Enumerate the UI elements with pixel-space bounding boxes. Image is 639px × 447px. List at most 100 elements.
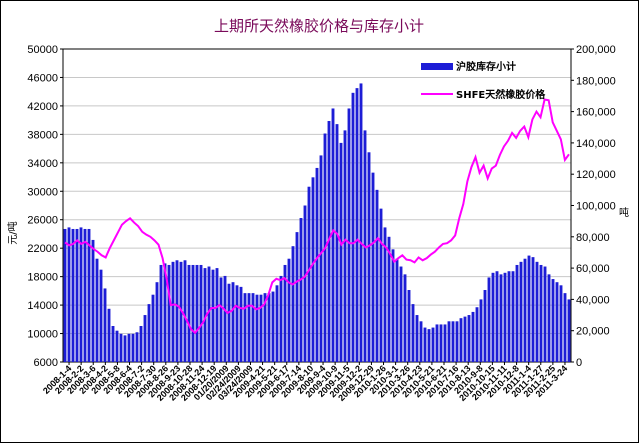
inventory-bar <box>375 189 379 362</box>
inventory-bar <box>567 299 571 362</box>
inventory-bar <box>351 92 355 362</box>
inventory-bar <box>247 293 251 362</box>
inventory-bar <box>559 285 563 362</box>
inventory-bar <box>287 258 291 362</box>
inventory-bar <box>183 260 187 362</box>
inventory-bar <box>487 277 491 362</box>
left-tick-label: 34000 <box>27 158 58 170</box>
inventory-bar <box>119 333 123 362</box>
inventory-bar <box>95 258 99 362</box>
inventory-bar <box>387 236 391 362</box>
inventory-bar <box>299 218 303 362</box>
inventory-bar <box>343 130 347 362</box>
inventory-bar <box>279 275 283 362</box>
inventory-bar <box>563 293 567 362</box>
inventory-bar <box>155 282 159 362</box>
inventory-bar <box>187 264 191 362</box>
inventory-bar <box>99 269 103 362</box>
inventory-bar <box>391 249 395 362</box>
inventory-bar <box>171 261 175 362</box>
inventory-bar <box>271 291 275 362</box>
inventory-bar <box>535 261 539 362</box>
inventory-bar <box>251 293 255 362</box>
legend-swatch-inventory <box>421 63 453 70</box>
inventory-bar <box>347 108 351 362</box>
inventory-bar <box>455 321 459 362</box>
inventory-bar <box>447 321 451 362</box>
inventory-bar <box>115 330 119 362</box>
inventory-bar <box>315 167 319 362</box>
inventory-bar <box>111 326 115 362</box>
inventory-bar <box>507 271 511 362</box>
right-axis-label: 吨 <box>619 206 629 219</box>
inventory-bar <box>543 266 547 362</box>
inventory-bar <box>267 293 271 362</box>
right-tick-label: 200,000 <box>576 44 616 56</box>
inventory-bar <box>399 266 403 362</box>
inventory-bar <box>283 264 287 362</box>
inventory-bar <box>131 333 135 362</box>
inventory-bar <box>483 290 487 362</box>
price-line <box>64 98 570 335</box>
inventory-bar <box>307 186 311 362</box>
left-axis-label: 元/吨 <box>6 221 19 244</box>
inventory-bar <box>163 263 167 362</box>
inventory-bar <box>227 283 231 362</box>
inventory-bar <box>195 264 199 362</box>
inventory-bar <box>519 261 523 362</box>
inventory-bar <box>87 228 91 362</box>
inventory-bar <box>383 227 387 362</box>
inventory-bar <box>319 155 323 362</box>
right-tick-label: 0 <box>576 357 582 369</box>
inventory-bar <box>435 324 439 362</box>
inventory-bar <box>459 318 463 362</box>
inventory-bar <box>523 258 527 362</box>
inventory-bar <box>167 264 171 362</box>
inventory-bar <box>159 264 163 362</box>
inventory-bar <box>551 279 555 362</box>
inventory-bar <box>259 294 263 362</box>
right-tick-label: 40,000 <box>576 294 610 306</box>
left-tick-label: 14000 <box>27 300 58 312</box>
inventory-bar <box>443 324 447 362</box>
inventory-bar <box>211 269 215 362</box>
right-axis-ticks: 0 20,000 40,000 60,000 80,000 100,000 120,000 1… <box>571 44 616 369</box>
inventory-bar <box>263 293 267 362</box>
inventory-bar <box>151 294 155 362</box>
inventory-bar <box>191 264 195 362</box>
inventory-bar <box>367 152 371 362</box>
left-axis-ticks: 6000 10000 14000 18000 22000 26000 30000 34000 3… <box>27 44 63 369</box>
right-tick-label: 60,000 <box>576 263 610 275</box>
inventory-bar <box>411 304 415 362</box>
left-tick-label: 30000 <box>27 186 58 198</box>
inventory-bar <box>103 288 107 362</box>
inventory-bar <box>419 321 423 362</box>
inventory-bar <box>231 282 235 362</box>
x-axis-ticks: 2008-1-42008-2-22008-3-62008-4-22008-5-8… <box>41 362 569 403</box>
right-tick-label: 100,000 <box>576 201 616 213</box>
legend-label-inventory: 沪胶库存小计 <box>456 60 516 73</box>
inventory-bar <box>371 172 375 362</box>
left-tick-label: 46000 <box>27 72 58 84</box>
inventory-bar <box>75 228 79 362</box>
inventory-bar <box>479 299 483 362</box>
inventory-bar <box>215 268 219 362</box>
right-tick-label: 120,000 <box>576 169 616 181</box>
inventory-bar <box>395 258 399 362</box>
left-tick-label: 50000 <box>27 44 58 56</box>
inventory-bar <box>127 333 131 362</box>
right-tick-label: 80,000 <box>576 232 610 244</box>
inventory-bar <box>79 227 83 362</box>
inventory-bar <box>219 277 223 362</box>
chart-title: 上期所天然橡胶价格与库存小计 <box>214 17 424 35</box>
right-tick-label: 160,000 <box>576 107 616 119</box>
right-tick-label: 180,000 <box>576 75 616 87</box>
inventory-bar <box>359 83 363 363</box>
inventory-bar <box>123 335 127 362</box>
inventory-bar <box>275 285 279 362</box>
inventory-bars <box>63 83 571 363</box>
inventory-bar <box>223 275 227 362</box>
inventory-bar <box>295 232 299 362</box>
